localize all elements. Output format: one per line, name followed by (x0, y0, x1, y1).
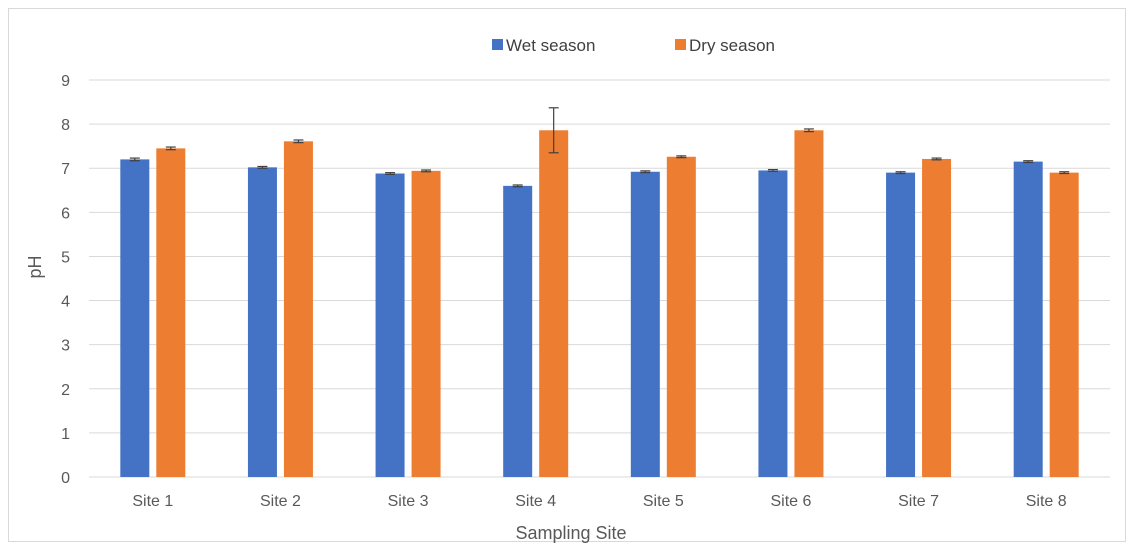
legend-swatch (492, 39, 503, 50)
y-tick-label: 1 (61, 426, 70, 443)
y-tick-label: 7 (61, 161, 70, 178)
bar (630, 171, 660, 478)
y-tick-label: 5 (61, 249, 70, 266)
legend-swatch (675, 39, 686, 50)
gridlines (89, 79, 1110, 478)
bar (539, 130, 569, 477)
y-tick-label: 9 (61, 73, 70, 90)
y-tick-label: 6 (61, 205, 70, 222)
x-tick-label: Site 7 (898, 493, 939, 510)
x-tick-label: Site 6 (770, 493, 811, 510)
x-tick-label: Site 8 (1026, 493, 1067, 510)
bar (794, 130, 824, 477)
bar (503, 185, 533, 477)
x-tick-label: Site 4 (515, 493, 556, 510)
bar (1013, 161, 1043, 477)
bar (283, 141, 313, 477)
x-tick-label: Site 3 (388, 493, 429, 510)
x-axis-title: Sampling Site (515, 523, 626, 543)
bar (758, 170, 788, 477)
y-tick-label: 4 (61, 294, 70, 311)
bar (375, 173, 405, 477)
legend-label: Wet season (506, 36, 595, 55)
bar (922, 158, 952, 477)
bar (886, 172, 916, 477)
x-axis-ticks: Site 1 Site 2 Site 3 Site 4 Site 5 Site 6 Site… (132, 493, 1066, 510)
legend: Wet season Dry season (492, 36, 775, 55)
y-axis-title: pH (25, 255, 45, 278)
x-tick-label: Site 5 (643, 493, 684, 510)
bar (156, 148, 186, 477)
error-bars (129, 107, 1070, 188)
bar (120, 159, 150, 477)
y-tick-label: 8 (61, 117, 70, 134)
y-axis-ticks: 0 1 2 3 4 5 6 7 8 9 (61, 73, 70, 487)
bar (666, 156, 696, 477)
bar (1049, 172, 1079, 477)
bar (247, 167, 277, 477)
y-tick-label: 0 (61, 470, 70, 487)
x-tick-label: Site 1 (132, 493, 173, 510)
bar (411, 170, 441, 477)
y-tick-label: 2 (61, 382, 70, 399)
x-tick-label: Site 2 (260, 493, 301, 510)
bars (120, 130, 1079, 478)
y-tick-label: 3 (61, 338, 70, 355)
legend-label: Dry season (689, 36, 775, 55)
